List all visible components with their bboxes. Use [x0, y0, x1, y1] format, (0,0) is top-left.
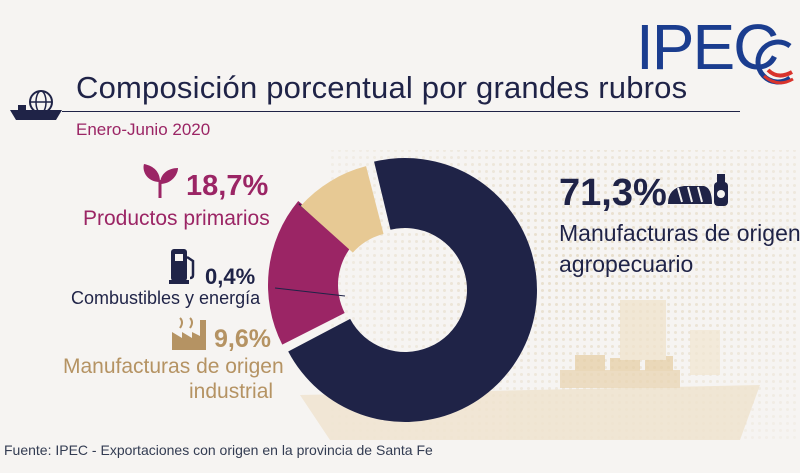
- label-combustibles: Combustibles y energía: [71, 288, 261, 308]
- bread-bottle-icon: [666, 172, 732, 212]
- label-manufacturas-agropecuario-line1: Manufacturas de origen: [559, 220, 800, 246]
- label-manufacturas-agropecuario-line2: agropecuario: [559, 251, 694, 277]
- value-manufacturas-industrial: 9,6%: [214, 325, 271, 353]
- sprout-icon: [138, 160, 182, 200]
- value-combustibles: 0,4%: [205, 264, 256, 289]
- label-manufacturas-industrial-line1: Manufacturas de origen: [63, 355, 284, 378]
- donut-slice-manufacturas-de-origen-agropecuario: [288, 158, 537, 423]
- ship-silhouette: [300, 300, 760, 440]
- chart-title: Composición porcentual por grandes rubro…: [76, 70, 688, 105]
- leader-lines: [274, 287, 346, 297]
- ipec-logo: IPEC: [636, 11, 796, 92]
- title-divider: [62, 111, 740, 112]
- cargo-ship-globe-icon: [8, 88, 64, 124]
- factory-icon: [170, 316, 210, 352]
- label-manufacturas-industrial-line2: industrial: [189, 380, 274, 403]
- logo-swoosh-icon: [755, 39, 794, 85]
- value-manufacturas-agropecuario: 71,3%: [559, 172, 667, 214]
- chart-subtitle: Enero-Junio 2020: [76, 120, 211, 139]
- donut-slice-manufacturas-de-origen-industrial: [300, 166, 384, 253]
- source-note: Fuente: IPEC - Exportaciones con origen …: [4, 442, 433, 458]
- donut-slice-productos-primarios: [268, 200, 353, 345]
- logo-text: IPEC: [636, 11, 779, 83]
- value-productos-primarios: 18,7%: [186, 170, 269, 202]
- label-productos-primarios: Productos primarios: [83, 207, 270, 230]
- fuel-pump-icon: [168, 245, 198, 285]
